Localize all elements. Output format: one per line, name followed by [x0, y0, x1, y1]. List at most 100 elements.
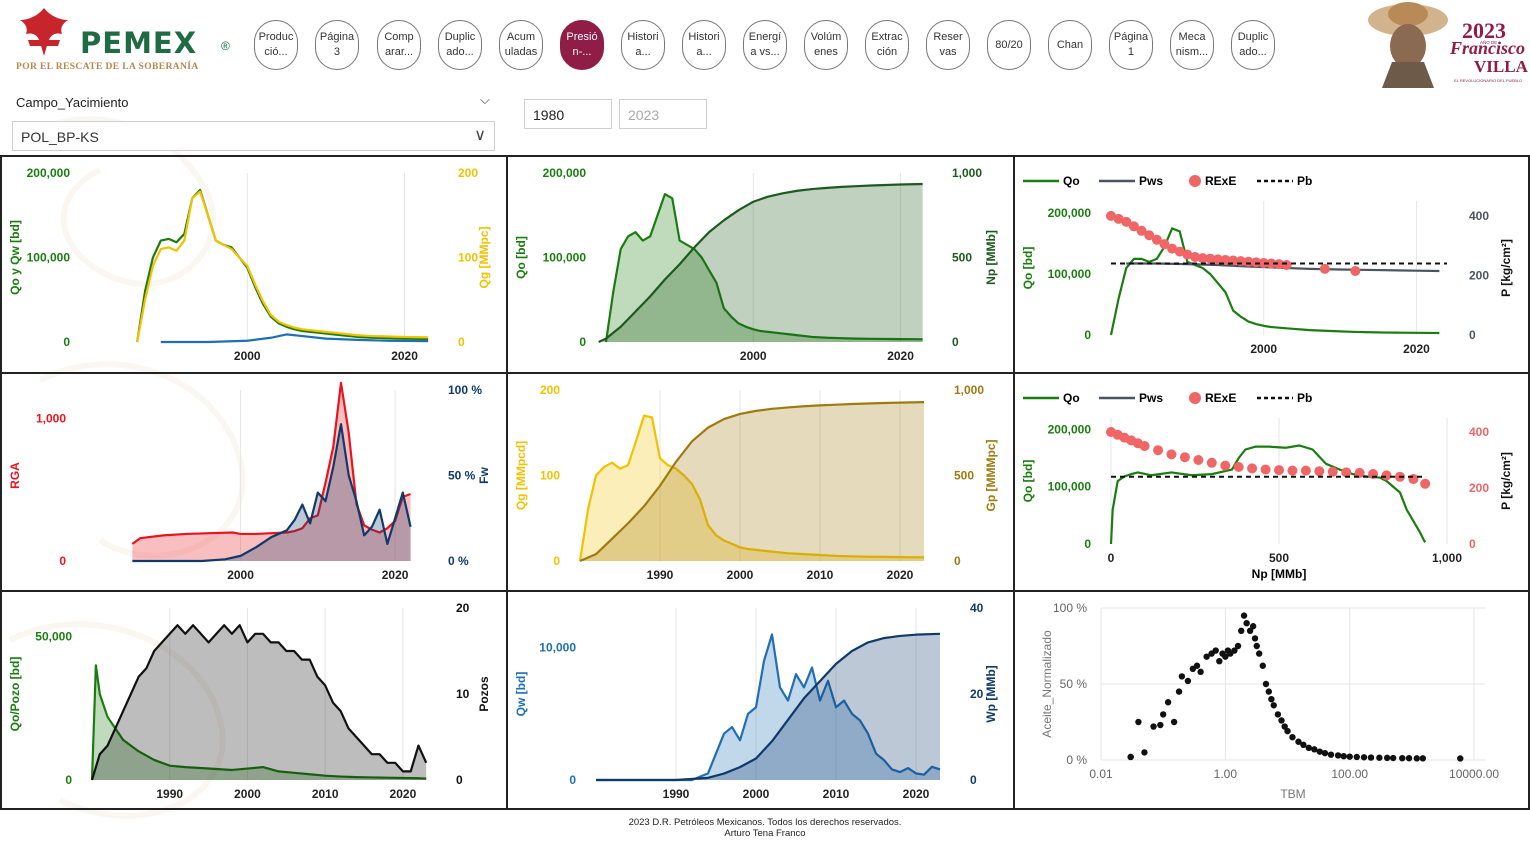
field-dropdown[interactable]: POL_BP-KS ∨ — [12, 121, 495, 151]
chart4-right-tick: 500 — [954, 469, 974, 483]
chart1-right-tick: 500 — [952, 251, 972, 265]
chart8-y-tick: 100 % — [1053, 601, 1087, 615]
nav-button-17[interactable]: Duplic ado... — [1231, 20, 1275, 70]
chart5-rexe-point — [1274, 465, 1284, 476]
chart-gor-watercut-svg: 2000 2020 1,000 0 100 % 50 % 0 % RGA Fw — [8, 381, 491, 582]
chart8-point — [1327, 751, 1335, 758]
chart5-rexe-point — [1420, 478, 1431, 489]
chart5-x-label: Np [MMb] — [1252, 567, 1307, 581]
svg-text:EL REVOLUCIONARIO DEL PUEBLO: EL REVOLUCIONARIO DEL PUEBLO — [1454, 78, 1522, 83]
chevron-down-icon[interactable]: ⌵ — [480, 92, 490, 107]
chart5-legend-label: Pb — [1297, 391, 1312, 405]
chart4-gp-area — [580, 402, 924, 561]
chart5-rexe-point — [1179, 452, 1190, 463]
chart2-legend-item: RExE — [1189, 174, 1236, 188]
chart8-point — [1284, 727, 1291, 735]
chart0-x-tick: 2020 — [391, 349, 418, 363]
chart8-point — [1289, 734, 1296, 741]
chart5-legend-item: Pb — [1257, 391, 1312, 405]
chart2-rexe-point — [1205, 253, 1216, 264]
chart1-np-area — [598, 183, 923, 342]
chart5-legend-label: Qo — [1063, 391, 1080, 405]
nav-button-12[interactable]: Reser vas — [926, 20, 970, 70]
chart5-rexe-point — [1327, 466, 1338, 477]
chart5-x-tick: 500 — [1269, 551, 1289, 565]
chart0-right-tick: 200 — [458, 166, 478, 180]
chart5-rexe-point — [1193, 455, 1204, 465]
chart4-gp-line — [579, 401, 925, 563]
nav-button-9[interactable]: Energí a vs... — [743, 20, 787, 70]
nav-button-8[interactable]: Histori a... — [682, 20, 726, 70]
nav-button-13[interactable]: 80/20 — [987, 20, 1031, 70]
chart1-left-tick: 0 — [579, 335, 586, 349]
chart3-right-label: Fw — [477, 467, 491, 484]
chart1-x-tick: 2000 — [740, 349, 767, 363]
chart-normalized-oil-tbm: 0.01 1.00 100.00 10000.00 100 % 50 % 0 % TBM Ace… — [1013, 590, 1530, 810]
chart-gas-cumulative: 1990 2000 2010 2020 200 100 0 1,000 500 0 Qg [MMpc… — [506, 372, 1015, 592]
chart7-x-tick: 1990 — [663, 787, 690, 801]
chart3-left-tick: 1,000 — [36, 412, 66, 426]
registered-mark: ® — [221, 39, 230, 53]
chart2-rexe-point — [1274, 259, 1284, 270]
year-end-input[interactable]: 2023 — [619, 99, 707, 129]
chart6-right-tick: 20 — [456, 601, 470, 615]
chart8-point — [1389, 754, 1397, 762]
chart4-x-tick: 2000 — [727, 568, 754, 582]
chart5-rexe-point — [1287, 465, 1298, 476]
chart5-rexe-point — [1354, 467, 1365, 478]
chart8-point — [1295, 738, 1302, 745]
chart8-point — [1159, 711, 1167, 718]
chart2-rexe-point — [1106, 210, 1116, 221]
nav-button-2[interactable]: Página 3 — [315, 20, 359, 70]
chart0-left-label: Qo y Qw [bd] — [8, 220, 22, 295]
field-filter-label: Campo_Yacimiento — [16, 95, 129, 110]
chart8-point — [1141, 749, 1148, 756]
chart2-rexe-point — [1167, 243, 1178, 254]
chart8-point — [1383, 754, 1391, 762]
chart-gas-cumulative-svg: 1990 2000 2010 2020 200 100 0 1,000 500 0 Qg [MMpc… — [514, 383, 998, 582]
chart7-left-tick: 10,000 — [539, 641, 576, 655]
chart8-x-label: TBM — [1280, 787, 1305, 801]
chart5-rexe-point — [1220, 460, 1231, 471]
nav-button-10[interactable]: Volúm enes — [804, 20, 848, 70]
chart5-rexe-point — [1233, 462, 1244, 472]
nav-button-11[interactable]: Extrac ción — [865, 20, 909, 70]
chart1-np-line — [598, 182, 923, 343]
chart8-y-tick: 50 % — [1060, 677, 1088, 691]
nav-button-14[interactable]: Chan — [1048, 20, 1092, 70]
nav-button-5[interactable]: Acum uladas — [499, 20, 543, 70]
chart8-point — [1193, 662, 1201, 669]
chart2-legend-label: RExE — [1205, 174, 1236, 188]
chart1-right-tick: 1,000 — [952, 166, 982, 180]
chart6-pozos-area — [92, 625, 427, 780]
chart8-point — [1311, 746, 1318, 753]
chart5-rexe-point — [1153, 445, 1164, 456]
chart7-left-label: Qw [bd] — [514, 672, 528, 717]
nav-button-4[interactable]: Duplic ado... — [438, 20, 482, 70]
chart2-left-tick: 200,000 — [1048, 206, 1092, 220]
chart0-left-tick: 200,000 — [27, 166, 71, 180]
nav-button-7[interactable]: Histori a... — [621, 20, 665, 70]
year-start-input[interactable]: 1980 — [524, 99, 612, 129]
nav-button-15[interactable]: Página 1 — [1109, 20, 1153, 70]
chart3-left-tick: 0 — [59, 554, 66, 568]
nav-button-16[interactable]: Meca nism... — [1170, 20, 1214, 70]
chart2-rexe-point — [1281, 260, 1292, 271]
chart2-qo-line — [1109, 227, 1440, 336]
chart4-left-label: Qg [MMpcd] — [514, 441, 528, 510]
chart-gor-watercut: 2000 2020 1,000 0 100 % 50 % 0 % RGA Fw — [0, 372, 508, 592]
chart8-point — [1270, 702, 1277, 709]
chart2-legend-marker — [1189, 175, 1201, 187]
chart2-rexe-point — [1128, 221, 1139, 232]
chart7-x-tick: 2010 — [823, 787, 850, 801]
chart1-right-tick: 0 — [952, 335, 959, 349]
chart8-point — [1212, 647, 1219, 654]
brand-tagline: POR EL RESCATE DE LA SOBERANÍA — [16, 62, 199, 72]
chart2-rexe-point — [1319, 263, 1330, 274]
nav-button-1[interactable]: Produc ció... — [254, 20, 298, 70]
chart-pressure-np: 0 500 1,000 200,000 100,000 0 400 200 0 Qo [bd] P … — [1013, 372, 1530, 592]
chart7-right-tick: 20 — [970, 687, 984, 701]
chart1-right-label: Np [MMb] — [984, 230, 998, 285]
nav-button-6[interactable]: Presió n-... — [560, 20, 604, 70]
nav-button-3[interactable]: Comp arar... — [377, 20, 421, 70]
